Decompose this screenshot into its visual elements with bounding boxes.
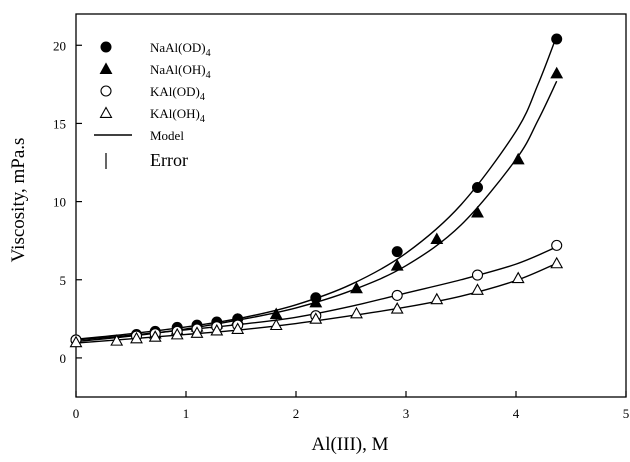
legend-label: Model	[150, 128, 184, 143]
legend: NaAl(OD)4 NaAl(OH)4 KAl(OD)4 KAl(OH)4 Model E…	[94, 40, 211, 170]
legend-label: NaAl(OD)4	[150, 40, 211, 59]
x-tick-label: 5	[623, 406, 630, 421]
x-axis-label: Al(III), M	[311, 434, 388, 455]
data-point-kaloh4	[309, 312, 323, 324]
data-point-kaloh4	[190, 326, 204, 338]
legend-symbol-filled-circle	[100, 41, 112, 53]
data-point-naaloh4	[309, 295, 323, 308]
data-point-kaloh4	[210, 323, 224, 336]
legend-label: KAl(OD)4	[150, 84, 205, 103]
data-point-kalod4	[551, 239, 563, 251]
axis-ticks: 0 1 2 3 4 5 0 5 10 15 20	[53, 38, 629, 421]
legend-label: KAl(OH)4	[150, 106, 205, 125]
data-point-kalod4	[391, 289, 403, 301]
data-point-kaloh4	[110, 334, 124, 346]
y-tick-label: 10	[53, 195, 66, 210]
data-point-kaloh4	[390, 302, 404, 314]
x-tick-label: 0	[73, 406, 80, 421]
data-point-kaloh4	[350, 306, 363, 319]
data-point-kaloh4	[550, 256, 564, 269]
y-tick-label: 20	[53, 38, 66, 53]
data-markers	[69, 33, 564, 348]
data-point-naaloh4	[350, 281, 363, 294]
data-point-kaloh4	[231, 322, 245, 334]
data-point-kaloh4	[269, 318, 283, 331]
data-point-naaloh4	[471, 205, 484, 218]
data-point-naalod4	[551, 33, 563, 45]
y-tick-label: 15	[53, 116, 66, 131]
data-point-kaloh4	[170, 327, 184, 340]
y-axis-label: Viscosity, mPa.s	[8, 138, 29, 263]
y-tick-label: 5	[60, 273, 67, 288]
x-tick-label: 4	[513, 406, 520, 421]
data-point-kaloh4	[69, 335, 83, 348]
data-point-kalod4	[471, 269, 484, 281]
legend-symbol-open-triangle	[99, 106, 113, 118]
y-tick-label: 0	[60, 351, 67, 366]
data-point-kaloh4	[471, 283, 484, 295]
legend-symbol-open-circle	[100, 85, 112, 97]
x-tick-label: 2	[293, 406, 300, 421]
data-point-kaloh4	[130, 331, 143, 344]
legend-symbol-filled-triangle	[99, 62, 113, 74]
data-point-naaloh4	[550, 66, 564, 79]
data-point-kaloh4	[148, 330, 162, 342]
plot-border	[75, 13, 627, 398]
data-point-naalod4	[391, 246, 403, 258]
legend-label: NaAl(OH)4	[150, 62, 211, 81]
data-point-kaloh4	[430, 292, 444, 305]
data-point-naaloh4	[511, 152, 525, 165]
data-point-kaloh4	[511, 271, 525, 284]
legend-label: Error	[150, 150, 188, 170]
data-point-naalod4	[472, 182, 483, 194]
data-point-naaloh4	[430, 232, 444, 245]
x-tick-label: 3	[403, 406, 410, 421]
plot-area	[75, 13, 627, 398]
data-point-naaloh4	[390, 259, 404, 271]
x-tick-label: 1	[183, 406, 190, 421]
